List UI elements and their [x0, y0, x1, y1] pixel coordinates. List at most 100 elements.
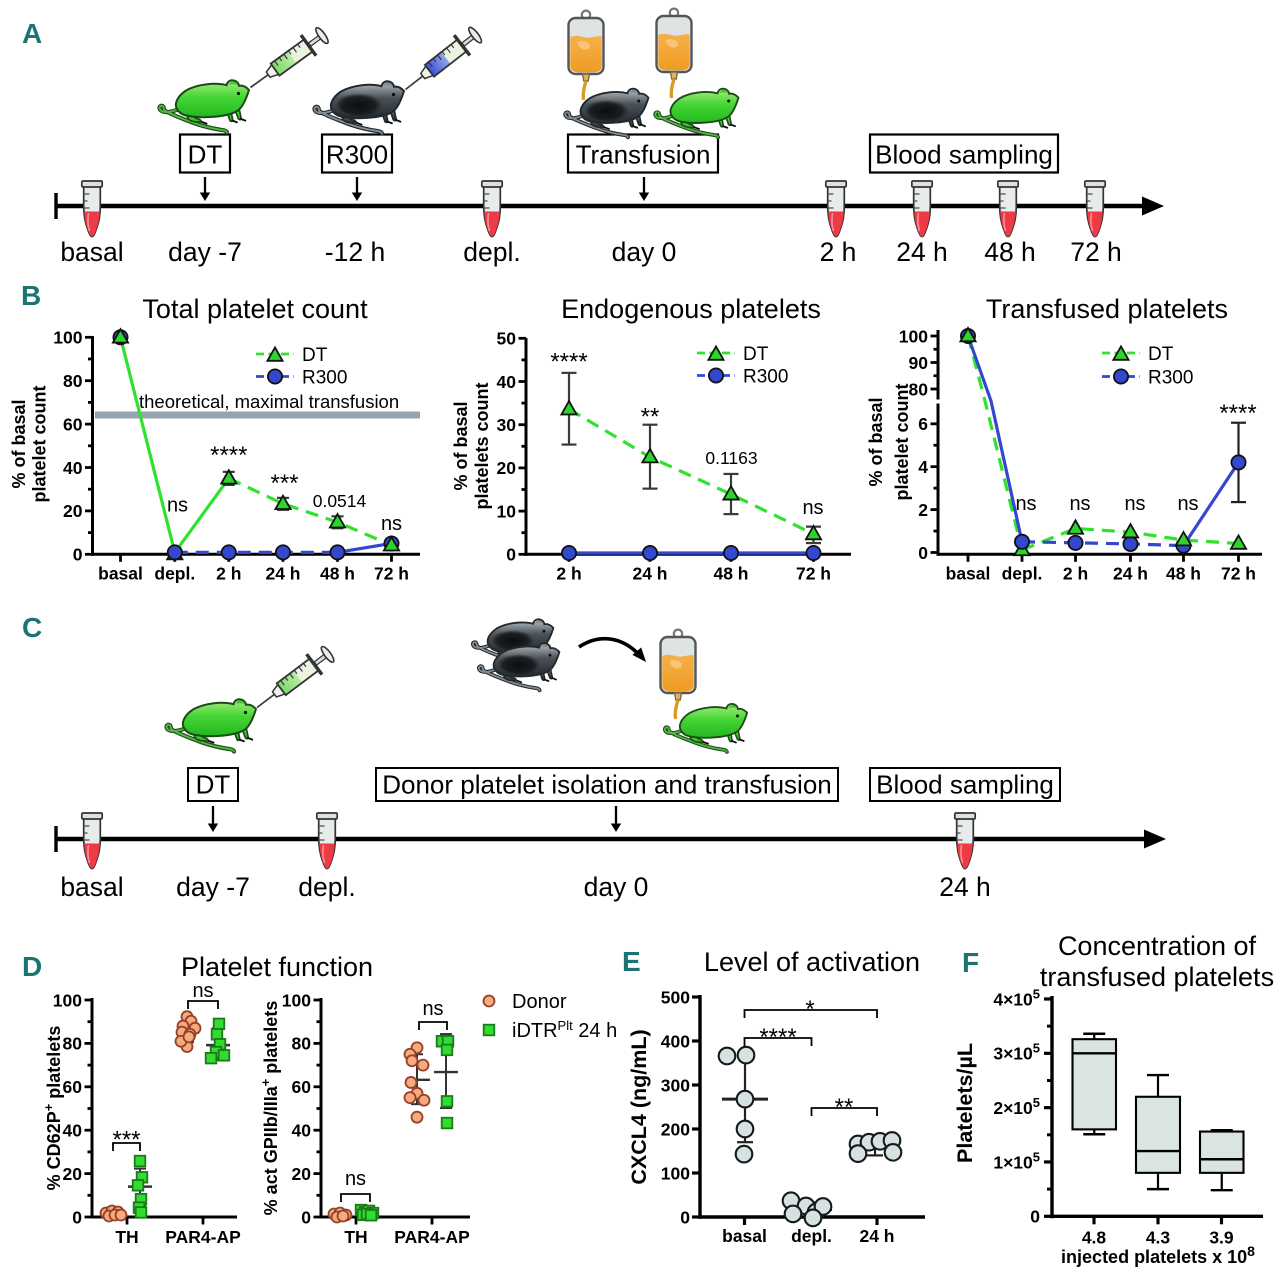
svg-text:40: 40: [497, 372, 517, 392]
svg-text:0: 0: [301, 1207, 311, 1227]
svg-text:F: F: [962, 947, 979, 978]
svg-text:4×105: 4×105: [993, 986, 1040, 1009]
svg-text:TH: TH: [344, 1227, 367, 1247]
svg-text:60: 60: [63, 414, 83, 434]
svg-text:Blood sampling: Blood sampling: [875, 140, 1053, 170]
svg-text:% act GPIIb/IIIa+ platelets: % act GPIIb/IIIa+ platelets: [258, 1001, 281, 1216]
svg-text:****: ****: [759, 1024, 796, 1051]
svg-text:80: 80: [292, 1034, 312, 1054]
svg-text:DT: DT: [196, 770, 231, 800]
svg-text:24 h: 24 h: [939, 872, 991, 902]
svg-text:72 h: 72 h: [1221, 563, 1256, 583]
svg-text:depl.: depl.: [154, 563, 195, 583]
svg-text:80: 80: [63, 371, 83, 391]
svg-text:Total platelet count: Total platelet count: [142, 294, 368, 324]
svg-text:day 0: day 0: [584, 872, 649, 902]
svg-text:basal: basal: [98, 563, 143, 583]
svg-text:injected platelets x 108: injected platelets x 108: [1061, 1243, 1255, 1267]
svg-text:****: ****: [550, 349, 587, 376]
svg-text:Platelet function: Platelet function: [181, 952, 373, 982]
svg-text:A: A: [22, 18, 42, 49]
svg-text:theoretical, maximal transfusi: theoretical, maximal transfusion: [139, 391, 399, 412]
svg-text:100: 100: [282, 990, 311, 1010]
svg-text:100: 100: [53, 328, 82, 348]
svg-text:ns: ns: [1069, 493, 1090, 515]
svg-text:48 h: 48 h: [984, 237, 1036, 267]
svg-text:40: 40: [63, 458, 83, 478]
svg-text:R300: R300: [743, 367, 788, 388]
svg-text:3.9: 3.9: [1209, 1227, 1234, 1247]
svg-text:basal: basal: [722, 1226, 767, 1246]
svg-text:basal: basal: [60, 872, 123, 902]
svg-text:20: 20: [497, 458, 517, 478]
svg-text:2×105: 2×105: [993, 1095, 1040, 1118]
svg-text:DT: DT: [188, 140, 223, 170]
svg-text:40: 40: [63, 1121, 83, 1141]
svg-text:20: 20: [292, 1164, 312, 1184]
svg-text:depl.: depl.: [1002, 563, 1043, 583]
svg-text:Platelets/µL: Platelets/µL: [953, 1043, 977, 1163]
svg-text:ns: ns: [381, 513, 402, 535]
svg-text:% CD62P+ platelets: % CD62P+ platelets: [41, 1026, 64, 1191]
svg-text:**: **: [835, 1094, 854, 1121]
svg-text:DT: DT: [1148, 344, 1174, 365]
svg-text:72 h: 72 h: [796, 563, 831, 583]
svg-text:TH: TH: [115, 1227, 138, 1247]
svg-text:basal: basal: [946, 563, 991, 583]
svg-text:40: 40: [292, 1121, 312, 1141]
svg-text:10: 10: [497, 501, 517, 521]
svg-text:E: E: [622, 946, 641, 977]
svg-text:depl.: depl.: [463, 237, 520, 267]
svg-text:0: 0: [506, 545, 516, 565]
svg-text:2 h: 2 h: [216, 563, 241, 583]
svg-text:24 h: 24 h: [896, 237, 948, 267]
svg-text:400: 400: [661, 1031, 690, 1051]
svg-text:B: B: [21, 280, 41, 311]
svg-text:DT: DT: [743, 344, 769, 365]
svg-text:72 h: 72 h: [1070, 237, 1122, 267]
svg-text:24 h: 24 h: [265, 563, 300, 583]
svg-text:80: 80: [63, 1034, 83, 1054]
svg-text:ns: ns: [167, 495, 188, 517]
svg-text:*: *: [805, 996, 814, 1023]
svg-text:% of basalplatelet count: % of basalplatelet count: [9, 385, 50, 502]
svg-text:0: 0: [1030, 1207, 1040, 1227]
svg-text:C: C: [22, 612, 42, 643]
svg-text:4.3: 4.3: [1146, 1227, 1171, 1247]
svg-text:24 h: 24 h: [1113, 563, 1148, 583]
svg-text:0.1163: 0.1163: [705, 448, 757, 468]
svg-text:60: 60: [292, 1077, 312, 1097]
svg-text:48 h: 48 h: [713, 563, 748, 583]
svg-text:300: 300: [661, 1075, 690, 1095]
svg-text:24 h: 24 h: [859, 1226, 894, 1246]
svg-text:ns: ns: [802, 497, 823, 519]
svg-text:PAR4-AP: PAR4-AP: [394, 1227, 470, 1247]
svg-text:D: D: [22, 951, 42, 982]
svg-text:****: ****: [1219, 400, 1256, 427]
svg-text:60: 60: [63, 1077, 83, 1097]
svg-text:30: 30: [497, 415, 517, 435]
svg-text:day 0: day 0: [612, 237, 677, 267]
svg-text:0: 0: [918, 543, 928, 563]
svg-text:90: 90: [909, 353, 929, 373]
svg-text:20: 20: [63, 1164, 83, 1184]
svg-text:100: 100: [53, 990, 82, 1010]
svg-text:depl.: depl.: [791, 1226, 832, 1246]
svg-text:Level of activation: Level of activation: [704, 947, 920, 977]
svg-text:R300: R300: [1148, 368, 1193, 389]
svg-text:6: 6: [918, 414, 928, 434]
svg-text:PAR4-AP: PAR4-AP: [165, 1227, 241, 1247]
svg-text:500: 500: [661, 987, 690, 1007]
svg-text:% of basalplatelets count: % of basalplatelets count: [451, 382, 492, 509]
svg-text:***: ***: [112, 1127, 140, 1154]
svg-text:Endogenous platelets: Endogenous platelets: [561, 294, 821, 324]
svg-text:1×105: 1×105: [993, 1149, 1040, 1172]
svg-text:ns: ns: [422, 998, 443, 1020]
svg-text:-12 h: -12 h: [325, 237, 385, 267]
svg-text:Donor platelet isolation and t: Donor platelet isolation and transfusion: [382, 770, 832, 800]
svg-text:3×105: 3×105: [993, 1041, 1040, 1064]
svg-text:ns: ns: [1015, 493, 1036, 515]
svg-text:**: **: [641, 404, 660, 431]
svg-text:Blood sampling: Blood sampling: [876, 770, 1054, 800]
svg-text:0.0514: 0.0514: [313, 491, 367, 511]
